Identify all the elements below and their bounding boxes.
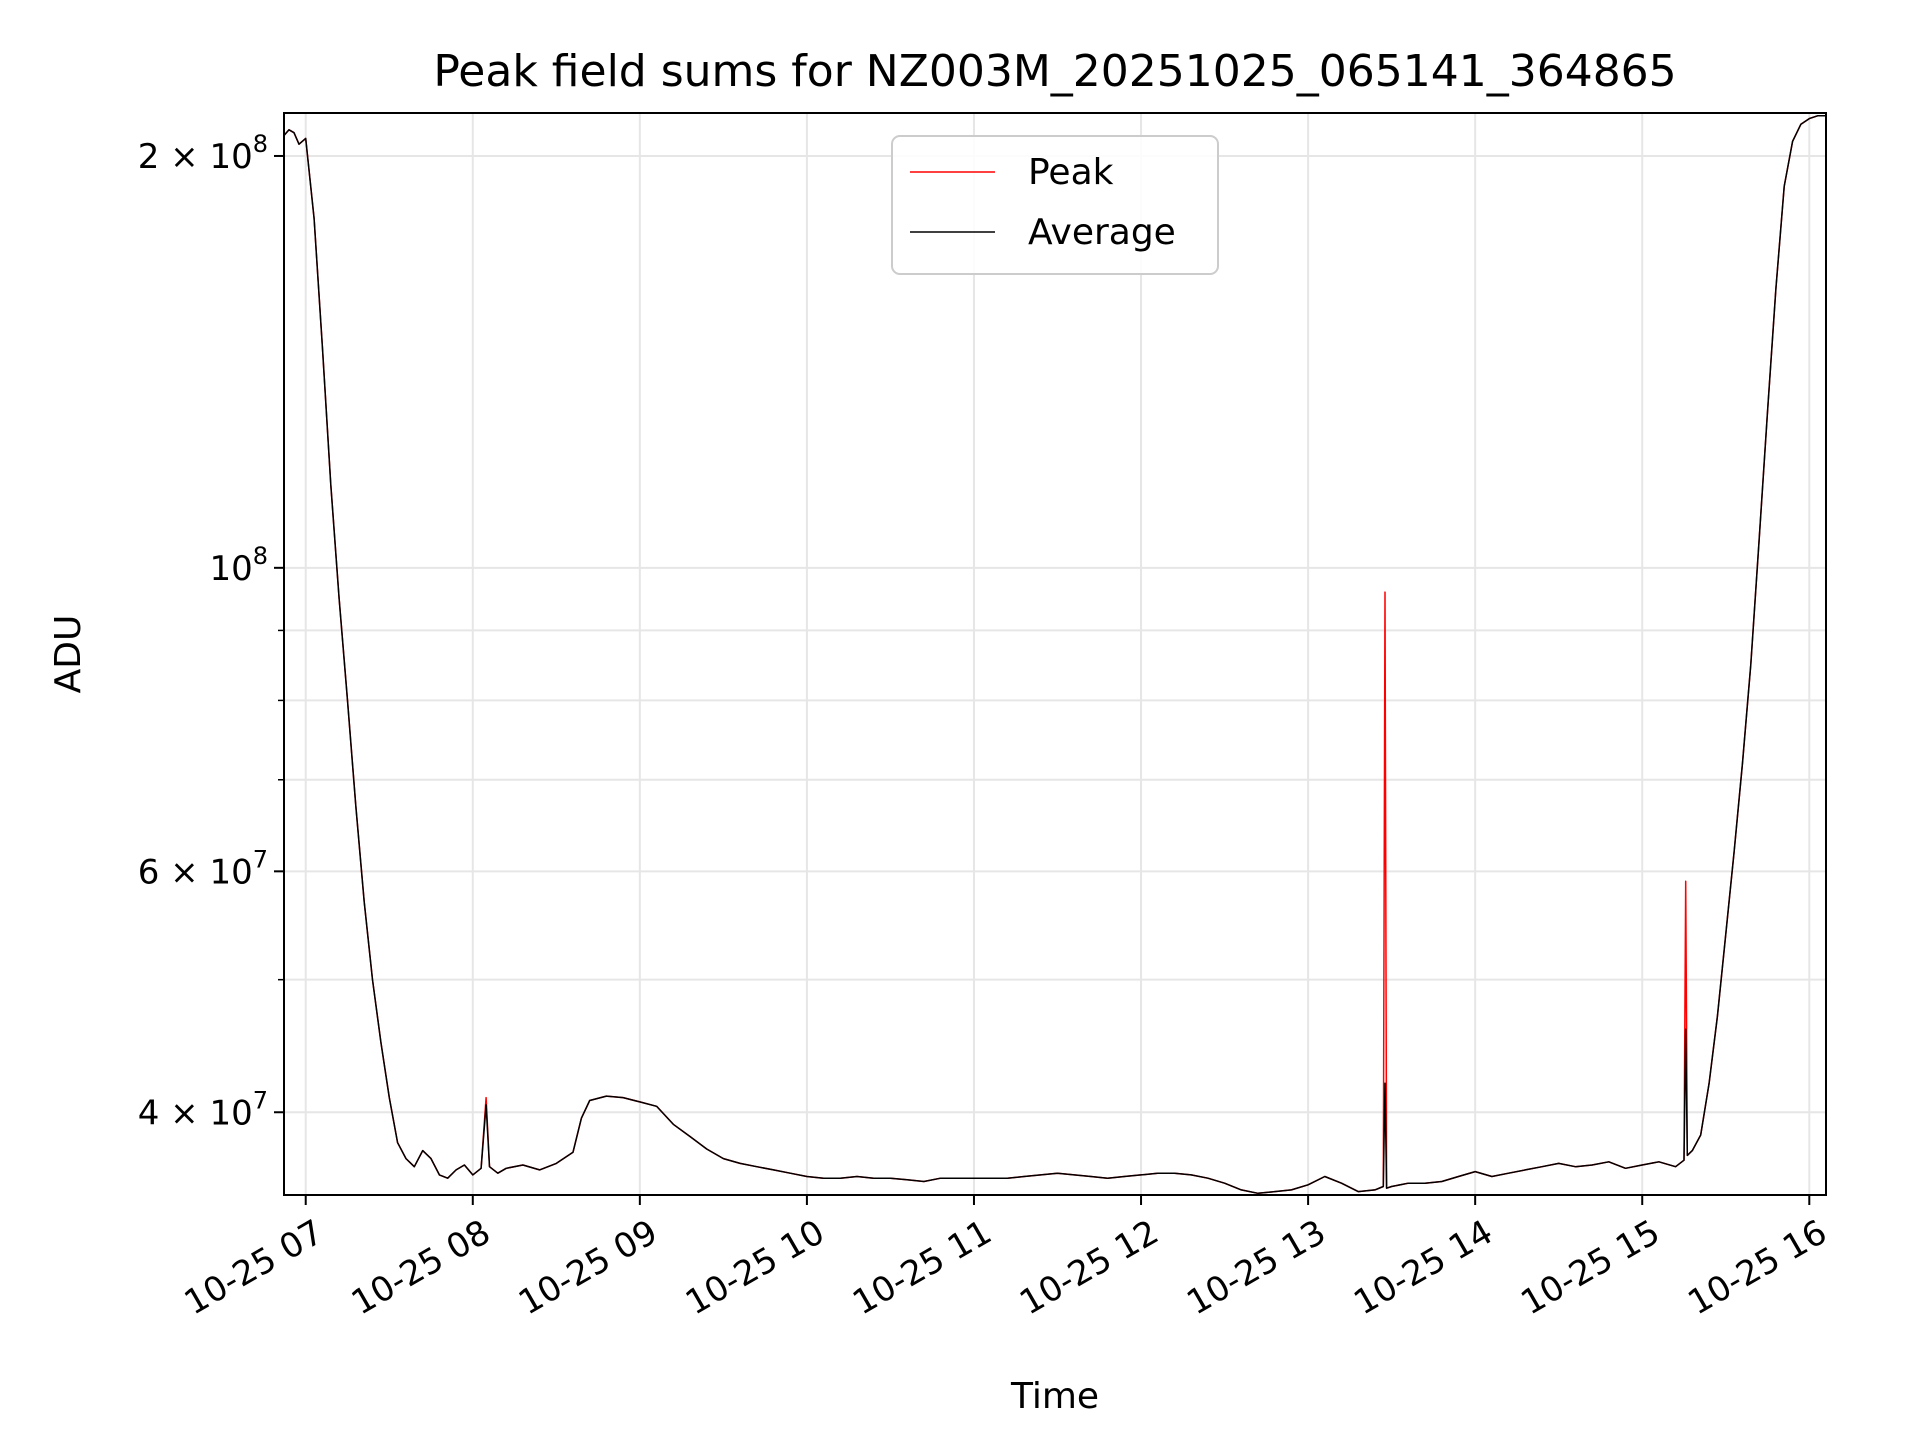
grid [284,113,1826,1195]
x-tick-label: 10-25 08 [345,1212,497,1323]
y-tick-label-exp: 8 [253,130,268,158]
y-tick-label-mant: 2 [138,137,160,177]
y-tick-label: 2 × 108 [138,130,268,177]
y-tick-label-mant: 6 [138,852,160,892]
series-line-average [283,115,1826,1195]
plot-series [283,115,1826,1195]
y-tick-label-sep: × [159,137,209,177]
y-tick-label-exp: 7 [253,1086,268,1114]
y-tick-label-base: 10 [209,852,252,892]
x-tick-label: 10-25 12 [1013,1212,1165,1323]
y-axis-label: ADU [48,615,89,694]
x-tick-label: 10-25 10 [679,1212,831,1323]
y-tick-label-sep: × [159,852,209,892]
x-tick-label: 10-25 16 [1681,1212,1833,1323]
x-axis-label: Time [1010,1376,1099,1417]
series-line-peak [283,115,1826,1195]
legend-box [891,135,1219,275]
x-tick-label: 10-25 14 [1347,1212,1499,1323]
y-tick-label: 108 [209,542,268,589]
y-tick-label-base: 10 [209,549,252,589]
y-tick-label-mant: 4 [138,1093,160,1133]
legend-label-average: Average [1028,212,1176,253]
y-tick-label-exp: 8 [253,542,268,570]
chart-title: Peak field sums for NZ003M_20251025_0651… [433,46,1676,97]
y-tick-label: 4 × 107 [138,1086,268,1133]
x-axis: 10-25 07 10-25 08 10-25 09 10-25 10 10-25 11… [178,1195,1834,1323]
x-tick-label: 10-25 13 [1180,1212,1332,1323]
y-tick-label-base: 10 [209,137,252,177]
x-tick-label: 10-25 15 [1514,1212,1666,1323]
y-tick-label-base: 10 [209,1093,252,1133]
legend: Peak Average [891,135,1219,275]
x-tick-label: 10-25 09 [512,1212,664,1323]
x-tick-label: 10-25 11 [846,1212,998,1323]
axes-frame [283,112,1827,1196]
y-tick-label-exp: 7 [253,845,268,873]
legend-label-peak: Peak [1028,152,1114,193]
y-tick-label: 6 × 107 [138,845,268,892]
y-tick-label-sep: × [159,1093,209,1133]
x-tick-label: 10-25 07 [178,1212,330,1323]
